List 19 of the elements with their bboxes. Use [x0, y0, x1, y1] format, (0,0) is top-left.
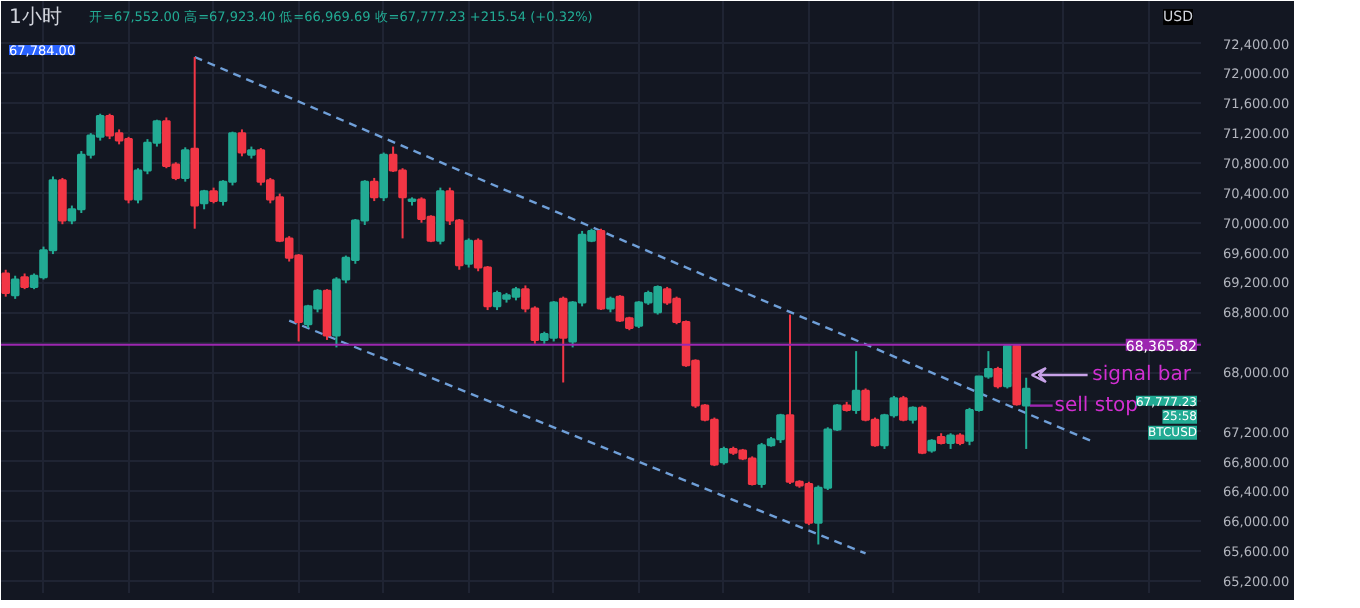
candlestick [369, 176, 379, 203]
candlestick [237, 128, 247, 158]
annotation: signal bar [1092, 364, 1193, 387]
candlestick [379, 151, 388, 203]
chart-title: 1小时 [9, 5, 62, 29]
candlestick [1002, 344, 1012, 390]
candlestick [558, 295, 568, 384]
candlestick [993, 365, 1003, 390]
candlestick [180, 146, 190, 183]
candlestick [322, 288, 332, 341]
candlestick [10, 274, 20, 300]
candlestick [851, 350, 861, 415]
candlestick [917, 404, 927, 456]
candlestick [58, 176, 67, 226]
annotation: sell stop [1054, 394, 1138, 417]
candlestick [464, 237, 474, 269]
candlestick [1021, 376, 1031, 450]
candlestick [1, 268, 11, 298]
candlestick [899, 394, 908, 423]
